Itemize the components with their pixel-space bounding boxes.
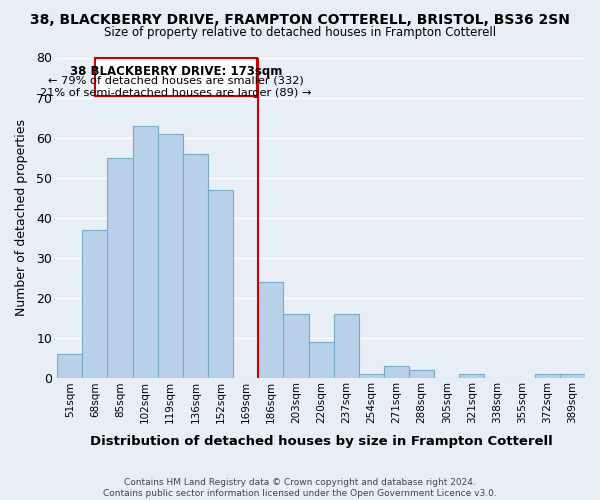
Bar	[133, 126, 158, 378]
Bar	[334, 314, 359, 378]
Bar	[258, 282, 283, 378]
Y-axis label: Number of detached properties: Number of detached properties	[15, 120, 28, 316]
Bar	[107, 158, 133, 378]
Bar	[409, 370, 434, 378]
Bar	[560, 374, 585, 378]
Bar	[158, 134, 183, 378]
Bar	[384, 366, 409, 378]
Text: Contains HM Land Registry data © Crown copyright and database right 2024.
Contai: Contains HM Land Registry data © Crown c…	[103, 478, 497, 498]
Bar	[308, 342, 334, 378]
Bar	[283, 314, 308, 378]
Text: 21% of semi-detached houses are larger (89) →: 21% of semi-detached houses are larger (…	[40, 88, 311, 98]
Bar	[183, 154, 208, 378]
Text: ← 79% of detached houses are smaller (332): ← 79% of detached houses are smaller (33…	[48, 76, 304, 86]
FancyBboxPatch shape	[95, 58, 257, 96]
Bar	[359, 374, 384, 378]
Bar	[57, 354, 82, 378]
Text: 38 BLACKBERRY DRIVE: 173sqm: 38 BLACKBERRY DRIVE: 173sqm	[70, 64, 282, 78]
Bar	[208, 190, 233, 378]
Bar	[82, 230, 107, 378]
X-axis label: Distribution of detached houses by size in Frampton Cotterell: Distribution of detached houses by size …	[90, 434, 553, 448]
Bar	[460, 374, 484, 378]
Text: 38, BLACKBERRY DRIVE, FRAMPTON COTTERELL, BRISTOL, BS36 2SN: 38, BLACKBERRY DRIVE, FRAMPTON COTTERELL…	[30, 12, 570, 26]
Bar	[535, 374, 560, 378]
Text: Size of property relative to detached houses in Frampton Cotterell: Size of property relative to detached ho…	[104, 26, 496, 39]
